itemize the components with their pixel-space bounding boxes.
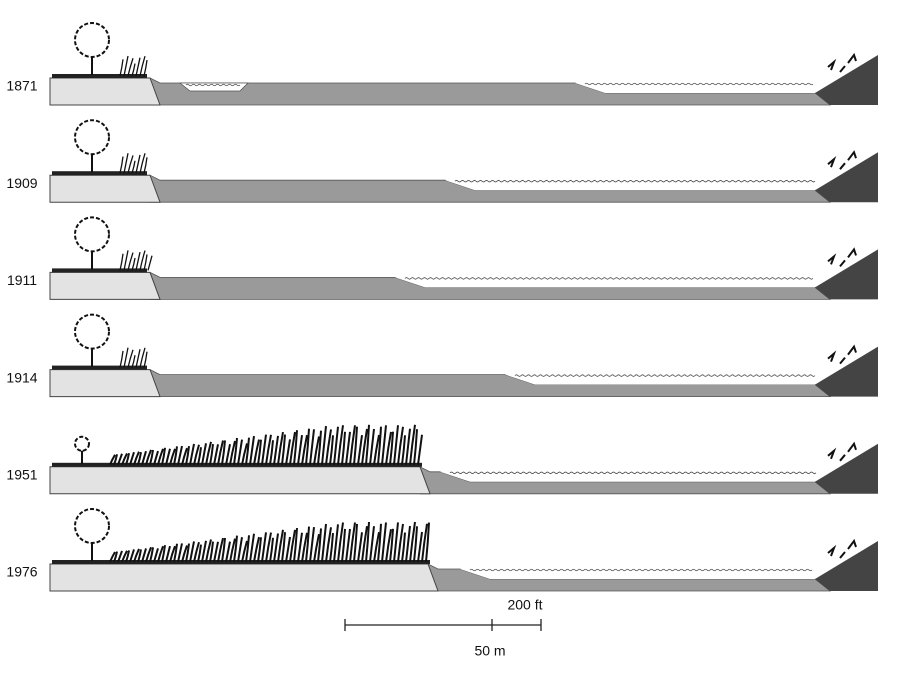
pond-surface	[185, 83, 241, 87]
far-bank	[815, 152, 878, 203]
far-bank-plants	[827, 538, 857, 559]
tree-crown	[74, 22, 110, 58]
upland	[49, 77, 161, 106]
water-surface	[469, 568, 813, 572]
grass	[119, 153, 148, 174]
water-surface	[449, 471, 817, 474]
water	[440, 471, 815, 482]
water-surface	[584, 82, 814, 86]
far-bank-plants	[827, 441, 857, 462]
pond	[178, 82, 249, 92]
year-label: 1909	[6, 175, 37, 191]
far-bank	[815, 346, 878, 397]
upland	[49, 466, 431, 495]
scale-label-meters: 50 m	[474, 643, 505, 659]
cross-section	[49, 22, 878, 106]
upland	[49, 174, 161, 203]
upland	[49, 271, 161, 300]
water	[460, 569, 815, 579]
scale-bar	[344, 619, 542, 631]
tree-crown	[74, 216, 110, 253]
year-label: 1976	[6, 564, 37, 580]
water	[505, 374, 815, 385]
water	[395, 277, 815, 288]
far-bank	[815, 249, 878, 300]
upland	[49, 369, 161, 398]
far-bank-plants	[827, 150, 857, 170]
ground-cover	[52, 560, 430, 564]
far-bank	[815, 541, 878, 591]
grass	[119, 55, 148, 77]
tree-crown	[74, 435, 90, 452]
ground-cover	[52, 171, 147, 176]
grass	[109, 424, 423, 466]
cross-section	[49, 424, 878, 495]
ground-cover	[52, 74, 147, 78]
year-label: 1951	[6, 467, 37, 483]
far-bank-plants	[827, 344, 857, 365]
tree-crown	[74, 313, 110, 350]
ground-cover	[52, 462, 422, 467]
far-bank-plants	[827, 247, 857, 268]
upland	[49, 563, 439, 592]
cross-section	[49, 119, 878, 203]
far-bank	[815, 55, 878, 105]
year-label: 1911	[7, 272, 37, 288]
water	[575, 83, 815, 93]
grass	[119, 250, 153, 271]
year-label: 1914	[6, 369, 37, 385]
scale-label-feet: 200 ft	[507, 597, 542, 613]
water	[445, 180, 815, 191]
water-surface	[514, 374, 816, 377]
far-bank-plants	[827, 52, 857, 73]
grass	[109, 521, 430, 563]
cross-section	[49, 508, 878, 592]
water-surface	[454, 180, 816, 183]
cross-section	[49, 216, 878, 300]
year-label: 1871	[6, 78, 37, 94]
cross-section	[49, 313, 878, 398]
ground-cover	[52, 365, 147, 370]
far-bank	[815, 443, 878, 494]
tree-crown	[74, 119, 110, 156]
tree-crown	[74, 508, 110, 544]
ground-cover	[52, 268, 147, 273]
water-surface	[404, 277, 814, 280]
grass	[119, 347, 148, 368]
